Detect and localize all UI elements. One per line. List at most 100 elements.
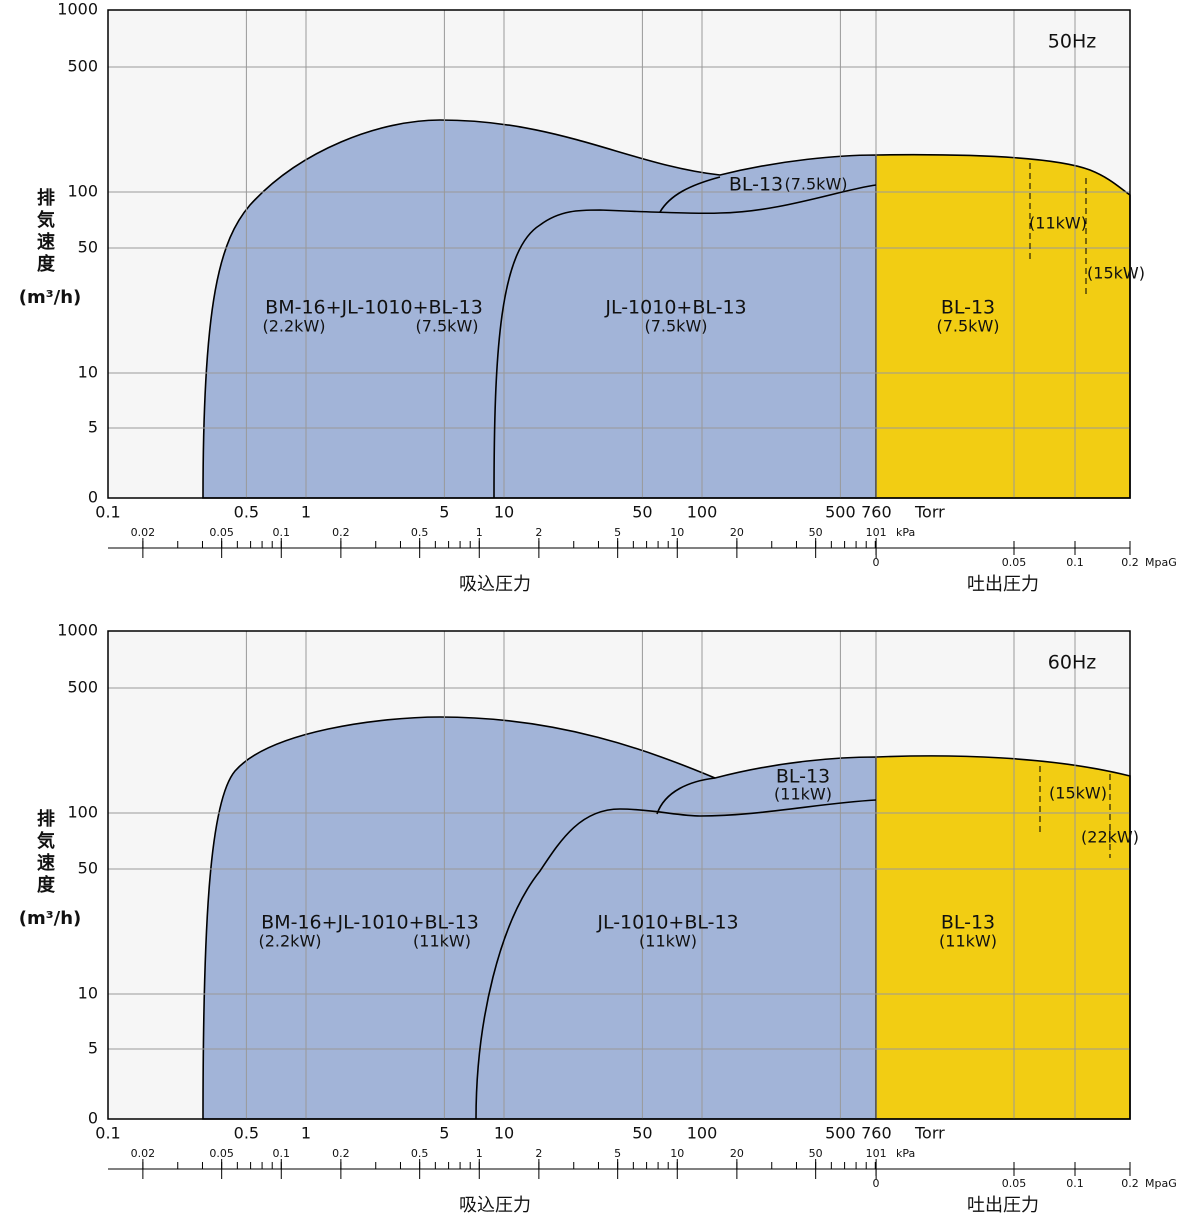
torr-unit: Torr [914, 503, 945, 522]
torr-tick-label: 0.5 [234, 503, 259, 522]
kpa-tick-label: 0.1 [273, 526, 291, 539]
mpag-unit: MpaG [1145, 1177, 1177, 1190]
y-tick-label: 10 [78, 363, 98, 382]
torr-tick-label: 1 [301, 1124, 311, 1143]
curve [656, 777, 716, 815]
torr-tick-label: 5 [439, 503, 449, 522]
kpa-tick-label: 2 [535, 526, 542, 539]
region-label: (15kW) [1049, 784, 1107, 803]
torr-tick-label: 0.5 [234, 1124, 259, 1143]
chart: 0.1 0.5 1 5 10 50 100 500 7601000500100501050Tor… [19, 621, 1177, 1217]
torr-tick-label: 50 [632, 503, 652, 522]
region-label: (7.5kW) [644, 317, 707, 336]
region-label: (2.2kW) [258, 932, 321, 951]
mpag-tick-label: 0.1 [1066, 1177, 1084, 1190]
mpag-unit: MpaG [1145, 556, 1177, 569]
mpag-tick-label: 0.2 [1121, 1177, 1139, 1190]
mpag-tick-label: 0.2 [1121, 556, 1139, 569]
torr-unit: Torr [914, 1124, 945, 1143]
region-label: (7.5kW) [936, 317, 999, 336]
region-yellow [875, 153, 1131, 499]
mpag-tick-label: 0 [873, 1177, 880, 1190]
torr-tick-label: 10 [494, 1124, 514, 1143]
y-axis-unit: (m³/h) [19, 287, 81, 308]
torr-tick-label: 0.1 [95, 1124, 120, 1143]
region-label: JL-1010+BL-13 [596, 912, 738, 934]
torr-tick-label: 1 [301, 503, 311, 522]
y-tick-label: 10 [78, 984, 98, 1003]
region-label: (11kW) [774, 785, 832, 804]
kpa-tick-label: 0.1 [273, 1147, 291, 1160]
region-label: BL-13 [729, 174, 783, 196]
region-label: (7.5kW) [784, 175, 847, 194]
y-tick-label: 5 [88, 1039, 98, 1058]
torr-tick-label: 50 [632, 1124, 652, 1143]
torr-tick-label: 5 [439, 1124, 449, 1143]
y-tick-label: 100 [67, 182, 98, 201]
y-axis-label: 排気速度 [34, 187, 55, 276]
region-label: (11kW) [939, 932, 997, 951]
region-label: JL-1010+BL-13 [604, 297, 746, 319]
region-blue [202, 119, 877, 499]
kpa-tick-label: 5 [614, 526, 621, 539]
torr-tick-label: 100 [687, 1124, 718, 1143]
y-axis-label: 排気速度 [34, 808, 55, 897]
kpa-tick-label: 50 [809, 1147, 823, 1160]
curve [659, 176, 721, 213]
y-tick-label: 50 [78, 859, 98, 878]
kpa-tick-label: 1 [476, 526, 483, 539]
mpag-tick-label: 0.05 [1002, 556, 1027, 569]
kpa-unit: kPa [896, 526, 915, 539]
region-label: (22kW) [1081, 828, 1139, 847]
kpa-tick-label: 10 [670, 526, 684, 539]
mpag-tick-label: 0.1 [1066, 556, 1084, 569]
y-axis-unit: (m³/h) [19, 908, 81, 929]
y-tick-label: 0 [88, 1109, 98, 1128]
kpa-unit: kPa [896, 1147, 915, 1160]
chart: 0.1 0.5 1 5 10 50 100 500 7601000500100501050Tor… [19, 0, 1177, 595]
kpa-tick-label: 50 [809, 526, 823, 539]
kpa-tick-label: 0.02 [131, 1147, 156, 1160]
plot-frame [107, 630, 1131, 1120]
kpa-tick-label: 101 [866, 1147, 887, 1160]
y-tick-label: 50 [78, 238, 98, 257]
kpa-tick-label: 0.02 [131, 526, 156, 539]
y-tick-label: 500 [67, 678, 98, 697]
frequency: 50Hz [1048, 31, 1096, 53]
torr-tick-label: 760 [861, 1124, 892, 1143]
kpa-tick-label: 20 [730, 1147, 744, 1160]
region-label: (11kW) [1029, 214, 1087, 233]
region-label: (11kW) [639, 932, 697, 951]
y-tick-label: 500 [67, 57, 98, 76]
torr-tick-label: 500 [825, 503, 856, 522]
curve [475, 799, 877, 1120]
region-yellow [875, 755, 1131, 1120]
torr-tick-label: 500 [825, 1124, 856, 1143]
kpa-tick-label: 20 [730, 526, 744, 539]
mpag-tick-label: 0.05 [1002, 1177, 1027, 1190]
kpa-tick-label: 0.05 [209, 526, 234, 539]
kpa-tick-label: 2 [535, 1147, 542, 1160]
frequency: 60Hz [1048, 652, 1096, 674]
region-blue [202, 716, 877, 1120]
region-label: BL-13 [941, 297, 995, 319]
suction-label: 吸込圧力 [459, 1195, 531, 1216]
region-label: (2.2kW) [262, 317, 325, 336]
region-label: (15kW) [1087, 264, 1145, 283]
region-label: BM-16+JL-1010+BL-13 [261, 912, 479, 934]
suction-label: 吸込圧力 [459, 574, 531, 595]
kpa-tick-label: 1 [476, 1147, 483, 1160]
y-tick-label: 100 [67, 803, 98, 822]
torr-tick-label: 760 [861, 503, 892, 522]
kpa-tick-label: 10 [670, 1147, 684, 1160]
y-tick-label: 1000 [57, 621, 98, 640]
region-label: (11kW) [413, 932, 471, 951]
region-label: (7.5kW) [415, 317, 478, 336]
region-label: BL-13 [941, 912, 995, 934]
kpa-tick-label: 0.2 [332, 526, 350, 539]
kpa-tick-label: 101 [866, 526, 887, 539]
torr-tick-label: 100 [687, 503, 718, 522]
mpag-tick-label: 0 [873, 556, 880, 569]
torr-tick-label: 10 [494, 503, 514, 522]
